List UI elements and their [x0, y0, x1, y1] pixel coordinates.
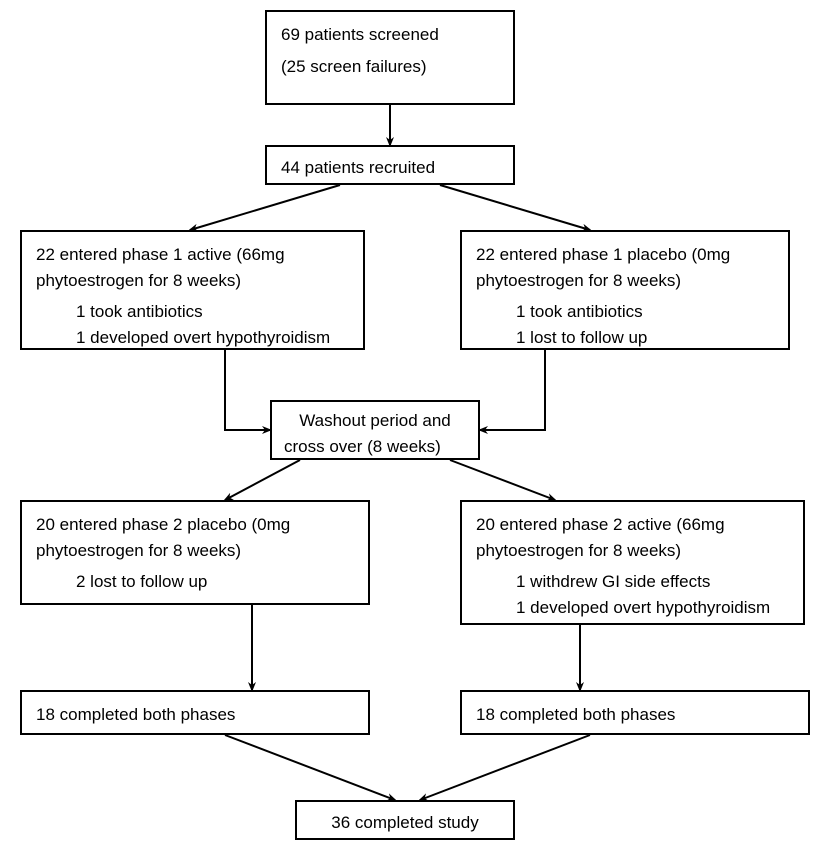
node-text: 18 completed both phases: [36, 702, 354, 728]
node-text: 1 withdrew GI side effects: [476, 569, 789, 595]
node-p2-placebo: 20 entered phase 2 placebo (0mg phytoest…: [20, 500, 370, 605]
node-text: 20 entered phase 2 placebo (0mg phytoest…: [36, 512, 354, 563]
node-completed-left: 18 completed both phases: [20, 690, 370, 735]
node-completed-right: 18 completed both phases: [460, 690, 810, 735]
node-p1-placebo: 22 entered phase 1 placebo (0mg phytoest…: [460, 230, 790, 350]
node-recruited: 44 patients recruited: [265, 145, 515, 185]
edge-arrow: [225, 735, 395, 800]
node-text: 1 took antibiotics: [476, 299, 774, 325]
edge-arrow: [420, 735, 590, 800]
node-text: 44 patients recruited: [281, 155, 499, 181]
node-text: 22 entered phase 1 placebo (0mg phytoest…: [476, 242, 774, 293]
node-text: 18 completed both phases: [476, 702, 794, 728]
node-text: 69 patients screened: [281, 22, 499, 48]
node-screened: 69 patients screened (25 screen failures…: [265, 10, 515, 105]
node-text: 20 entered phase 2 active (66mg phytoest…: [476, 512, 789, 563]
edge-arrow: [480, 350, 545, 430]
node-completed-study: 36 completed study: [295, 800, 515, 840]
node-p1-active: 22 entered phase 1 active (66mg phytoest…: [20, 230, 365, 350]
node-washout: Washout period and cross over (8 weeks): [270, 400, 480, 460]
node-text: Washout period and: [284, 408, 466, 434]
edge-arrow: [450, 460, 555, 500]
node-text: 22 entered phase 1 active (66mg phytoest…: [36, 242, 349, 293]
edge-arrow: [440, 185, 590, 230]
edge-arrow: [225, 350, 270, 430]
flowchart-canvas: 69 patients screened (25 screen failures…: [0, 0, 835, 865]
node-text: 1 developed overt hypothyroidism: [36, 325, 349, 351]
node-text: (25 screen failures): [281, 54, 499, 80]
edge-arrow: [190, 185, 340, 230]
node-text: 1 took antibiotics: [36, 299, 349, 325]
node-p2-active: 20 entered phase 2 active (66mg phytoest…: [460, 500, 805, 625]
node-text: 2 lost to follow up: [36, 569, 354, 595]
node-text: cross over (8 weeks): [284, 434, 466, 460]
edge-arrow: [225, 460, 300, 500]
node-text: 1 lost to follow up: [476, 325, 774, 351]
node-text: 36 completed study: [311, 810, 499, 836]
node-text: 1 developed overt hypothyroidism: [476, 595, 789, 621]
